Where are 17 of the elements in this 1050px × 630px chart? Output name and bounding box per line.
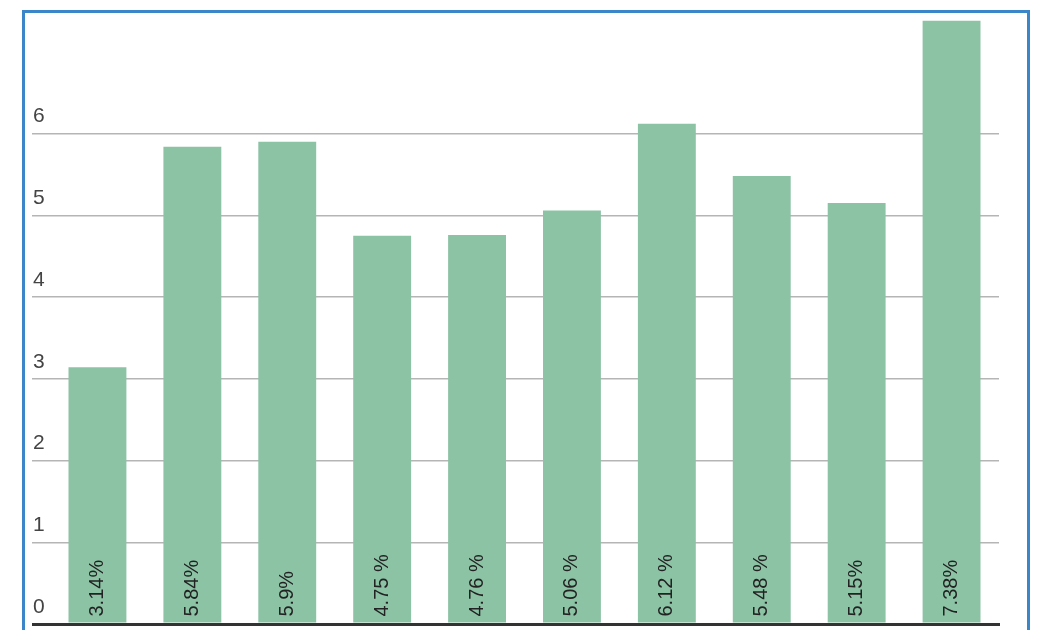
y-tick-label: 5 [33,185,45,209]
data-label: 5.15% [844,559,867,617]
data-label: 4.75 % [369,554,392,617]
data-label: 5.84% [179,559,202,617]
y-tick-label: 3 [33,348,45,372]
y-tick-label: 0 [33,593,45,617]
y-tick-label: 2 [33,430,45,454]
y-tick-label: 6 [33,103,45,127]
data-label: 5.9% [274,570,297,617]
data-label: 5.06 % [559,554,582,617]
data-label: 3.14% [84,559,107,617]
y-tick-label: 4 [33,266,45,290]
data-label: 6.12 % [654,554,677,617]
data-label: 5.48 % [749,554,772,617]
data-label: 7.38% [939,559,962,617]
y-tick-label: 1 [33,512,45,536]
data-label: 4.76 % [464,554,487,617]
